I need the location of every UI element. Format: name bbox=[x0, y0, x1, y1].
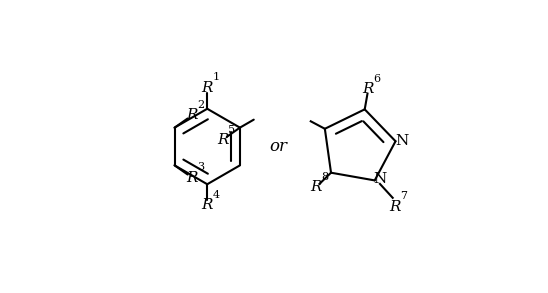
Text: N: N bbox=[395, 134, 409, 148]
Text: 8: 8 bbox=[321, 172, 328, 182]
Text: 7: 7 bbox=[400, 191, 407, 201]
Text: R: R bbox=[217, 133, 229, 147]
Text: 4: 4 bbox=[213, 190, 220, 200]
Text: or: or bbox=[270, 138, 287, 155]
Text: R: R bbox=[202, 198, 213, 212]
Text: 3: 3 bbox=[197, 162, 204, 172]
Text: R: R bbox=[202, 81, 213, 95]
Text: R: R bbox=[186, 171, 198, 185]
Text: 5: 5 bbox=[228, 125, 235, 134]
Text: N: N bbox=[373, 172, 386, 186]
Text: R: R bbox=[389, 200, 401, 214]
Text: R: R bbox=[310, 180, 322, 194]
Text: R: R bbox=[363, 82, 374, 96]
Text: 2: 2 bbox=[197, 100, 204, 110]
Text: 6: 6 bbox=[374, 74, 381, 84]
Text: 1: 1 bbox=[213, 72, 220, 82]
Text: R: R bbox=[186, 108, 198, 122]
